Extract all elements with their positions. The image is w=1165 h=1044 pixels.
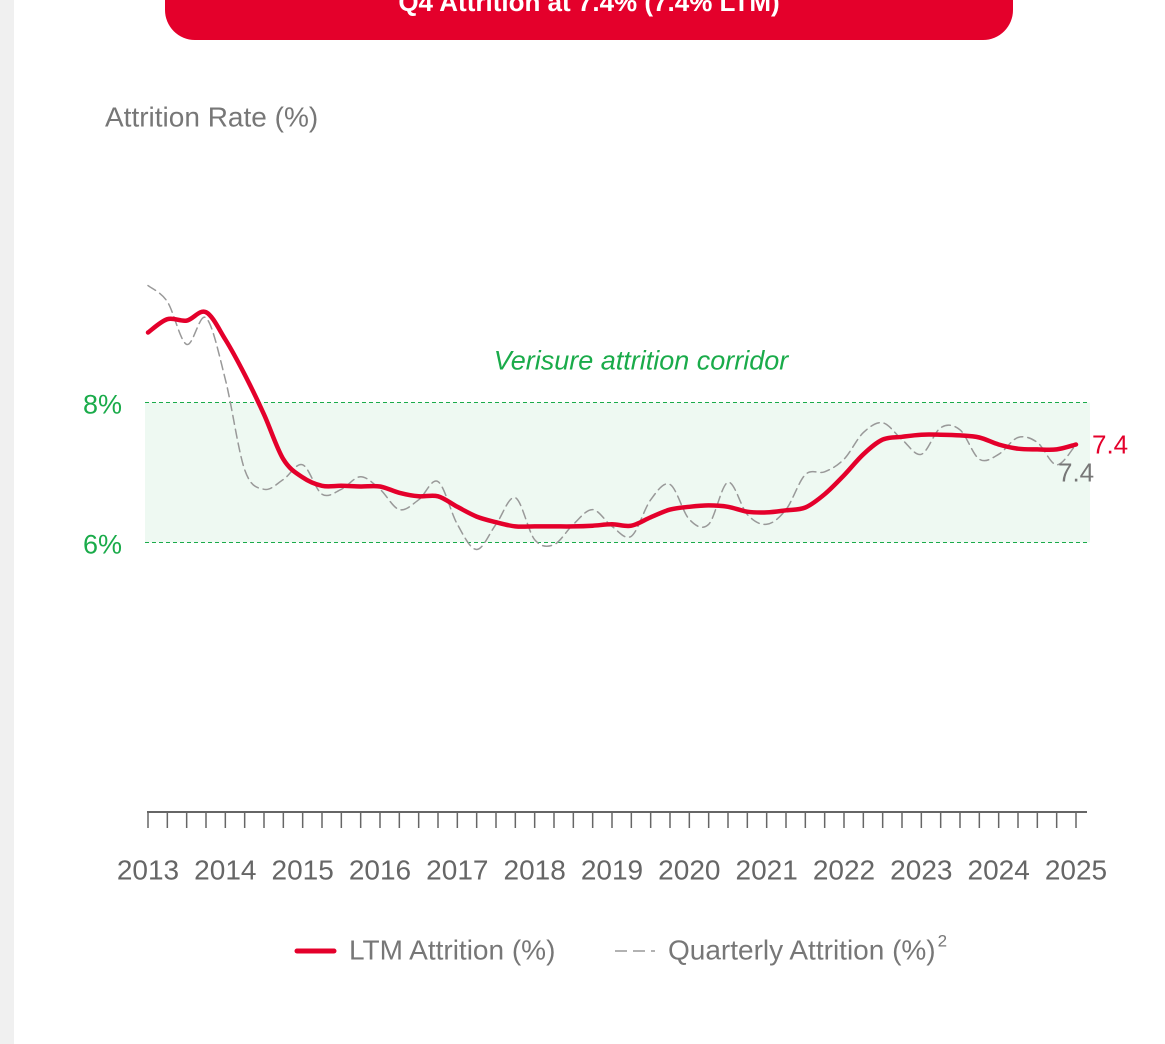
side-strip: [0, 0, 14, 1044]
y-tick-label: 8%: [83, 390, 122, 420]
x-tick-label: 2015: [272, 854, 334, 885]
y-axis-label: Attrition Rate (%): [105, 101, 318, 132]
corridor-annotation: Verisure attrition corridor: [494, 346, 790, 376]
x-tick-label: 2023: [890, 854, 952, 885]
y-tick-label: 6%: [83, 530, 122, 560]
ltm-line: [145, 309, 1079, 529]
x-tick-label: 2018: [504, 854, 566, 885]
corridor-band: [145, 402, 1090, 543]
chart-title: Q4 Attrition at 7.4% (7.4% LTM): [398, 0, 779, 17]
title-banner: [165, 0, 1013, 40]
x-tick-label: 2014: [194, 854, 256, 885]
x-tick-label: 2022: [813, 854, 875, 885]
legend-label: LTM Attrition (%): [349, 934, 555, 965]
x-tick-label: 2016: [349, 854, 411, 885]
x-tick-label: 2019: [581, 854, 643, 885]
end-label: 7.4: [1092, 429, 1128, 459]
legend-footnote: 2: [938, 931, 947, 950]
x-tick-label: 2025: [1045, 854, 1107, 885]
legend-label: Quarterly Attrition (%): [668, 934, 936, 965]
x-tick-label: 2021: [736, 854, 798, 885]
x-tick-label: 2017: [426, 854, 488, 885]
x-tick-label: 2024: [968, 854, 1030, 885]
x-tick-label: 2020: [658, 854, 720, 885]
end-label: 7.4: [1058, 457, 1094, 487]
x-tick-label: 2013: [117, 854, 179, 885]
